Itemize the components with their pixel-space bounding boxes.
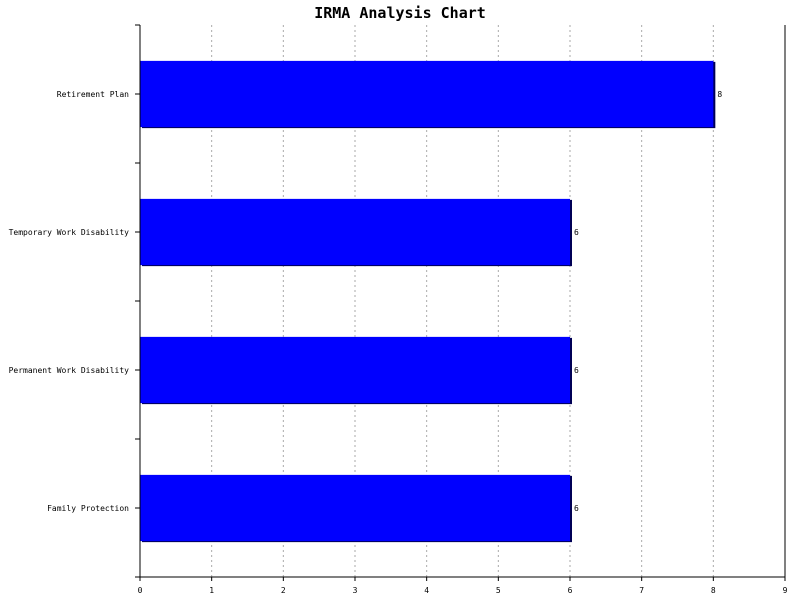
bars [140, 60, 716, 543]
bar [140, 198, 570, 266]
data-label: 6 [574, 228, 579, 237]
category-label: Temporary Work Disability [9, 228, 130, 237]
labels: 8 Retirement Plan 6 Temporary Work Disabili… [9, 90, 788, 595]
chart-title: IRMA Analysis Chart [314, 4, 486, 22]
data-label: 6 [574, 366, 579, 375]
x-tick-label: 0 [138, 586, 143, 595]
x-tick-label: 8 [711, 586, 716, 595]
category-label: Family Protection [47, 504, 129, 513]
x-tick-label: 4 [424, 586, 429, 595]
bar [140, 336, 570, 404]
x-tick-label: 9 [783, 586, 788, 595]
x-tick-label: 1 [209, 586, 214, 595]
data-label: 6 [574, 504, 579, 513]
x-tick-label: 7 [639, 586, 644, 595]
x-tick-label: 5 [496, 586, 501, 595]
axes [135, 24, 786, 581]
category-label: Retirement Plan [57, 90, 129, 99]
data-label: 8 [717, 90, 722, 99]
bar [140, 474, 570, 542]
x-tick-label: 3 [353, 586, 358, 595]
bar [140, 60, 714, 128]
x-tick-label: 6 [568, 586, 573, 595]
x-tick-label: 2 [281, 586, 286, 595]
category-label: Permanent Work Disability [9, 366, 130, 375]
